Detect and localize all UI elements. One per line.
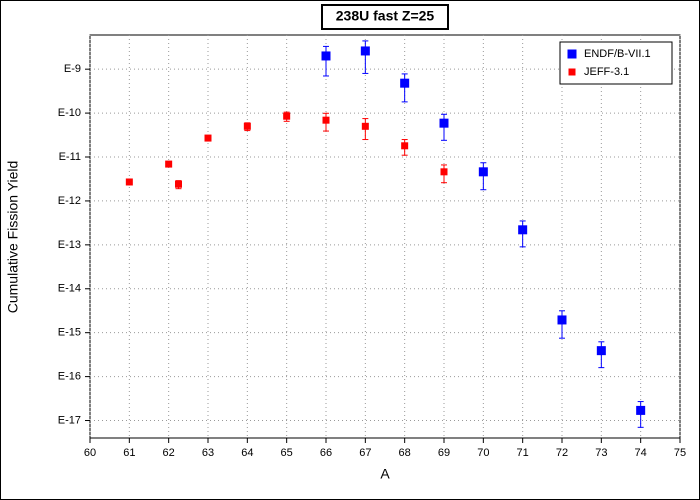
x-tick-label: 71: [517, 447, 529, 459]
x-tick-label: 64: [241, 447, 253, 459]
marker: [440, 168, 448, 176]
x-tick-label: 68: [399, 447, 411, 459]
y-axis-label: Cumulative Fission Yield: [5, 161, 21, 314]
y-tick-label: E-16: [58, 371, 81, 383]
marker: [439, 118, 449, 128]
x-tick-label: 75: [674, 447, 686, 459]
error-bar: [401, 73, 408, 103]
legend-box: [559, 41, 673, 85]
y-tick-label: E-14: [58, 283, 81, 295]
legend-marker: [568, 68, 576, 76]
marker: [283, 112, 291, 120]
marker: [175, 180, 182, 188]
marker: [400, 78, 410, 88]
marker: [478, 167, 488, 177]
error-bar: [559, 310, 565, 339]
x-tick-label: 63: [202, 447, 214, 459]
y-tick-label: E-17: [58, 414, 81, 426]
marker: [518, 225, 528, 235]
y-tick-label: E-11: [59, 151, 81, 163]
marker: [321, 51, 331, 61]
marker: [243, 122, 251, 130]
legend-label: JEFF-3.1: [584, 66, 629, 78]
error-bar: [362, 40, 369, 74]
x-tick-label: 60: [84, 447, 96, 459]
marker: [401, 142, 409, 150]
x-tick-label: 65: [281, 447, 293, 459]
error-bar: [323, 45, 329, 77]
x-tick-label: 61: [123, 447, 135, 459]
marker: [165, 160, 173, 168]
x-tick-label: 69: [438, 447, 450, 459]
marker: [360, 46, 370, 56]
marker: [125, 178, 133, 186]
x-tick-label: 72: [556, 447, 568, 459]
marker: [361, 122, 369, 130]
marker: [322, 116, 330, 124]
legend-label: ENDF/B-VII.1: [584, 48, 651, 60]
marker: [636, 405, 646, 415]
marker: [596, 346, 606, 356]
x-tick-label: 67: [359, 447, 371, 459]
x-tick-label: 70: [477, 447, 489, 459]
x-tick-label: 74: [635, 447, 647, 459]
y-tick-label: E-13: [58, 239, 81, 251]
chart-title: 238U fast Z=25: [336, 8, 435, 24]
y-tick-label: E-9: [64, 63, 81, 75]
y-tick-label: E-15: [58, 327, 81, 339]
y-tick-label: E-10: [58, 107, 81, 119]
x-tick-label: 66: [320, 447, 332, 459]
marker: [204, 134, 212, 142]
title-box: [321, 4, 449, 30]
plot-area: [89, 34, 681, 439]
legend-marker: [567, 49, 577, 59]
x-tick-label: 73: [595, 447, 607, 459]
marker: [557, 315, 567, 325]
y-tick-label: E-12: [58, 195, 81, 207]
x-tick-label: 62: [163, 447, 175, 459]
x-axis-label: A: [380, 466, 390, 482]
